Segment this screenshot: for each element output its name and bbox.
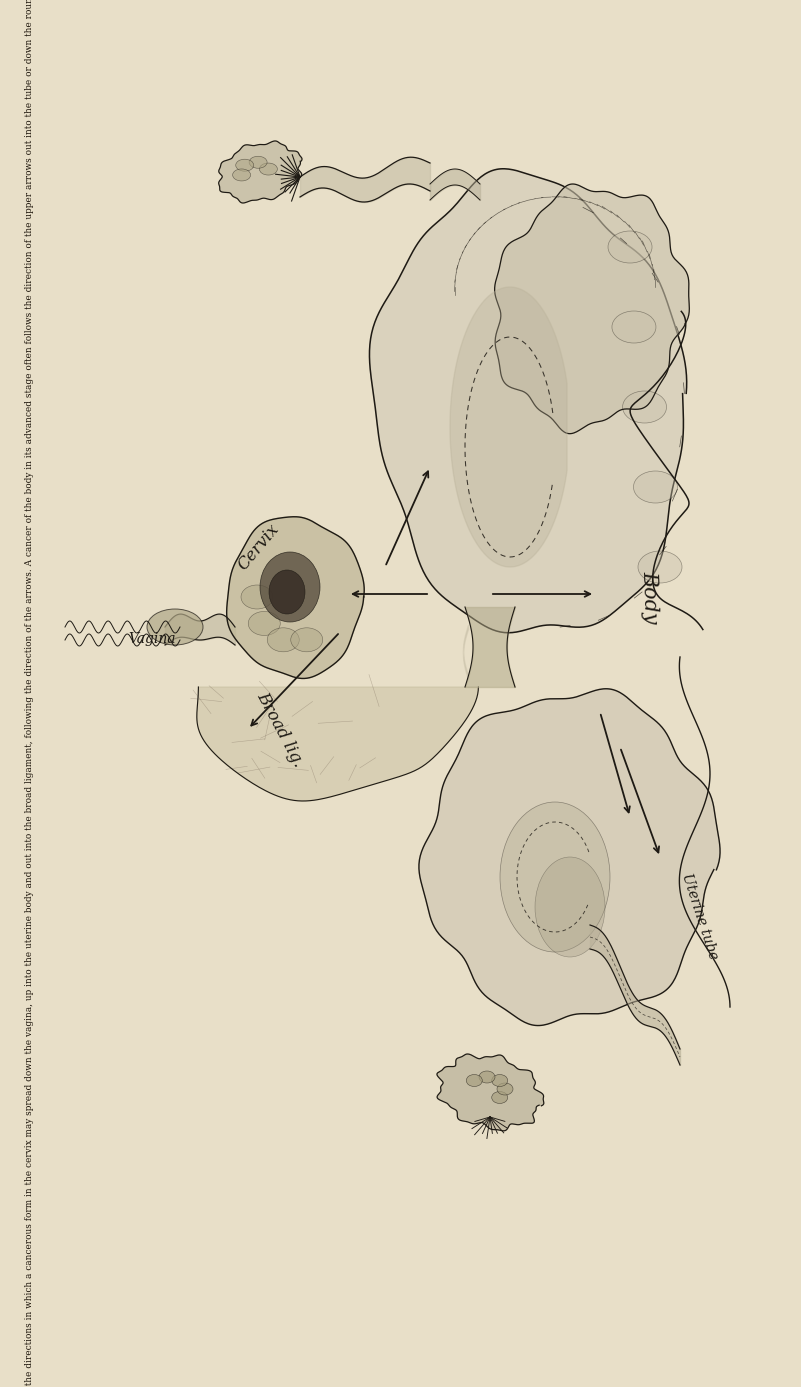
Ellipse shape [269,570,305,614]
Ellipse shape [268,628,300,652]
Polygon shape [369,169,686,632]
Text: Vagina: Vagina [128,632,175,646]
Ellipse shape [147,609,203,645]
Polygon shape [437,1054,544,1130]
Ellipse shape [612,311,656,343]
Ellipse shape [535,857,605,957]
Ellipse shape [249,157,267,168]
Ellipse shape [291,628,323,652]
Ellipse shape [500,802,610,951]
Ellipse shape [492,1075,508,1086]
Ellipse shape [248,612,280,635]
Ellipse shape [466,1075,482,1086]
Text: Broad lig.: Broad lig. [253,688,307,770]
Ellipse shape [260,164,277,175]
Polygon shape [450,287,567,567]
Ellipse shape [241,585,273,609]
Polygon shape [419,689,720,1025]
Text: Body: Body [639,570,660,624]
Ellipse shape [232,169,251,180]
Polygon shape [495,184,690,434]
Ellipse shape [492,1092,508,1104]
Text: Cervix: Cervix [234,520,282,573]
Ellipse shape [235,160,254,171]
Polygon shape [227,517,364,678]
Text: Fig. 1.--Cervical section of the uterus showing the directions in which a cancer: Fig. 1.--Cervical section of the uterus … [26,0,34,1387]
Ellipse shape [634,472,678,503]
Ellipse shape [622,391,666,423]
Ellipse shape [608,232,652,264]
Ellipse shape [638,551,682,583]
Text: Uterine tube: Uterine tube [679,872,721,963]
Ellipse shape [497,1083,513,1094]
Polygon shape [219,141,302,203]
Ellipse shape [260,552,320,621]
Ellipse shape [479,1071,495,1083]
Polygon shape [197,687,478,800]
